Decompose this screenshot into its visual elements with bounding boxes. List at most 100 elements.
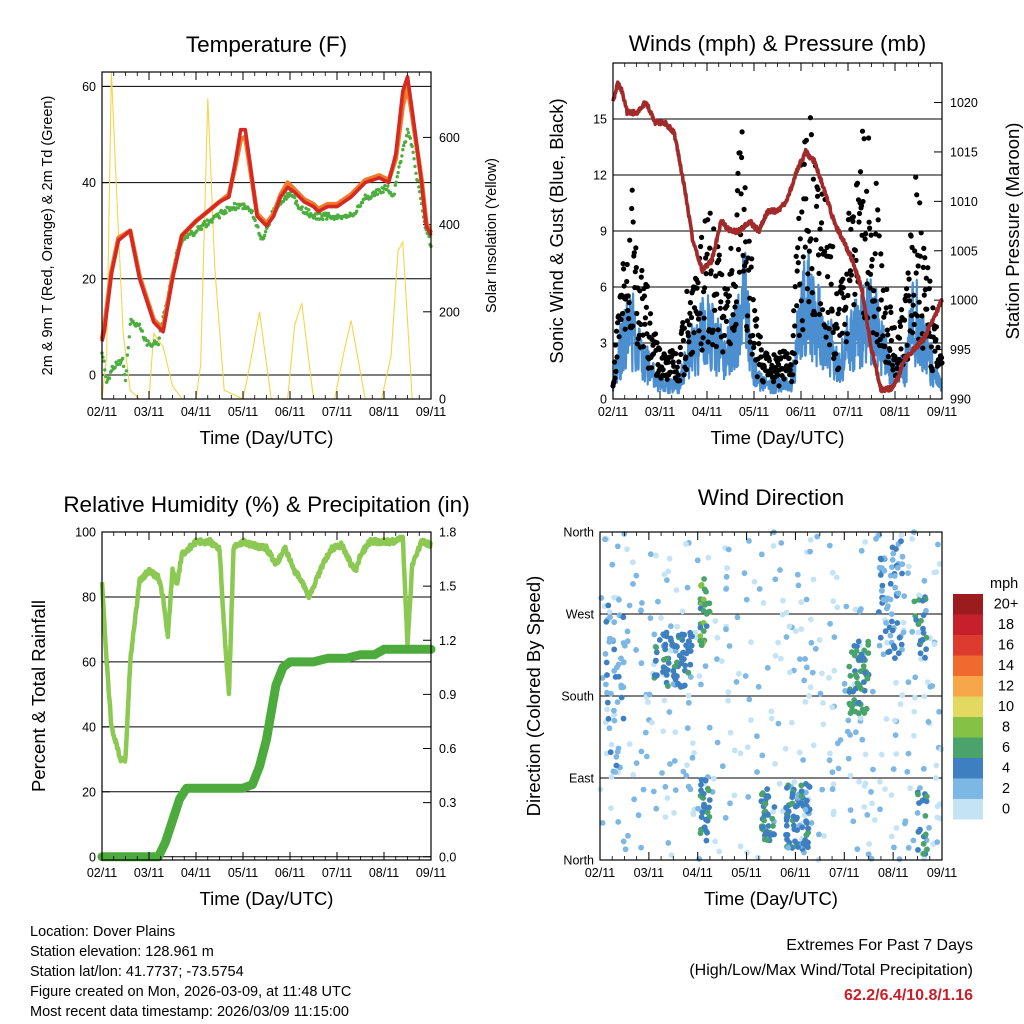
direction-point <box>604 699 611 706</box>
direction-point <box>694 557 701 564</box>
direction-point <box>798 782 805 789</box>
temp-2m-line <box>100 75 433 342</box>
direction-points <box>597 529 945 863</box>
direction-point <box>847 807 854 813</box>
direction-point <box>701 576 707 582</box>
gust-point <box>809 266 815 272</box>
dewpoint-point <box>206 223 210 227</box>
direction-point <box>909 536 915 542</box>
x-tick-label: 08/11 <box>880 405 910 419</box>
y-tick-label: 20 <box>82 272 96 286</box>
gust-point <box>678 351 684 357</box>
direction-point <box>888 618 895 625</box>
direction-point <box>703 623 710 629</box>
direction-point <box>927 683 934 690</box>
direction-point <box>650 788 657 795</box>
direction-point <box>810 576 817 583</box>
direction-point <box>855 710 862 717</box>
gust-point <box>869 263 875 269</box>
gust-point <box>880 333 886 339</box>
direction-point <box>827 620 833 627</box>
gust-point <box>894 365 900 371</box>
gust-point <box>901 317 908 323</box>
direction-point <box>706 600 713 607</box>
dewpoint-point <box>121 356 125 361</box>
direction-point <box>723 626 729 633</box>
gust-point <box>698 341 704 347</box>
direction-point <box>672 787 679 793</box>
direction-point <box>647 551 654 558</box>
dewpoint-point <box>300 205 304 209</box>
direction-point <box>806 692 812 699</box>
gust-point <box>797 236 803 242</box>
gust-point <box>760 379 766 385</box>
y2-tick-label: 1.5 <box>439 580 456 594</box>
gust-point <box>807 115 814 121</box>
dewpoint-point <box>232 201 237 206</box>
direction-point <box>854 846 861 852</box>
direction-point <box>855 638 862 645</box>
x-tick-label: 03/11 <box>134 866 164 880</box>
direction-point <box>899 570 905 577</box>
direction-point <box>934 814 941 821</box>
x-tick-label: 06/11 <box>786 405 816 419</box>
gust-point <box>687 300 694 306</box>
direction-point <box>664 667 671 673</box>
gust-point <box>856 210 863 217</box>
gust-point <box>700 335 706 341</box>
dewpoint-point <box>107 376 112 380</box>
y2-tick-label: 995 <box>950 343 971 357</box>
direction-point <box>852 672 859 678</box>
direction-point <box>905 563 912 570</box>
direction-point <box>760 600 767 606</box>
direction-point <box>624 628 631 635</box>
direction-point <box>803 596 810 603</box>
gust-point <box>799 318 805 324</box>
gust-point <box>616 334 622 340</box>
direction-point <box>702 602 708 608</box>
gust-point <box>716 252 722 258</box>
dewpoint-point <box>102 359 106 363</box>
gust-point <box>844 331 850 337</box>
gust-point <box>842 321 848 327</box>
gust-point <box>670 359 676 365</box>
gust-point <box>638 321 644 327</box>
gust-point <box>854 180 861 186</box>
dewpoint-point <box>156 342 161 347</box>
direction-point <box>878 751 885 758</box>
direction-point <box>642 729 649 736</box>
direction-point <box>643 753 650 760</box>
direction-point <box>631 796 637 803</box>
direction-point <box>826 757 833 764</box>
direction-point <box>851 643 858 649</box>
gust-point <box>876 233 882 239</box>
direction-point <box>917 785 923 791</box>
gust-point <box>724 303 730 309</box>
gust-point <box>631 250 637 256</box>
direction-point <box>911 598 918 605</box>
gust-point <box>817 226 823 232</box>
direction-point <box>884 595 891 602</box>
direction-point <box>877 555 884 562</box>
legend-swatch <box>953 655 983 676</box>
direction-point <box>900 619 907 626</box>
dewpoint-point <box>119 360 123 365</box>
direction-point <box>714 739 721 746</box>
direction-point <box>620 659 627 665</box>
direction-point <box>698 781 704 788</box>
direction-point <box>620 614 627 621</box>
gust-point <box>897 323 904 329</box>
gust-point <box>818 246 824 252</box>
gust-point <box>856 219 862 225</box>
direction-point <box>673 587 680 593</box>
gust-point <box>721 314 727 320</box>
x-tick-label: 03/11 <box>634 866 664 880</box>
y-tick-label: 0 <box>89 368 96 382</box>
direction-point <box>915 621 922 628</box>
chart-title: Wind Direction <box>698 485 844 510</box>
gust-point <box>922 255 928 261</box>
gust-point <box>891 325 898 331</box>
direction-point <box>748 717 754 723</box>
legend-swatch <box>953 614 983 635</box>
gust-point <box>917 200 923 206</box>
